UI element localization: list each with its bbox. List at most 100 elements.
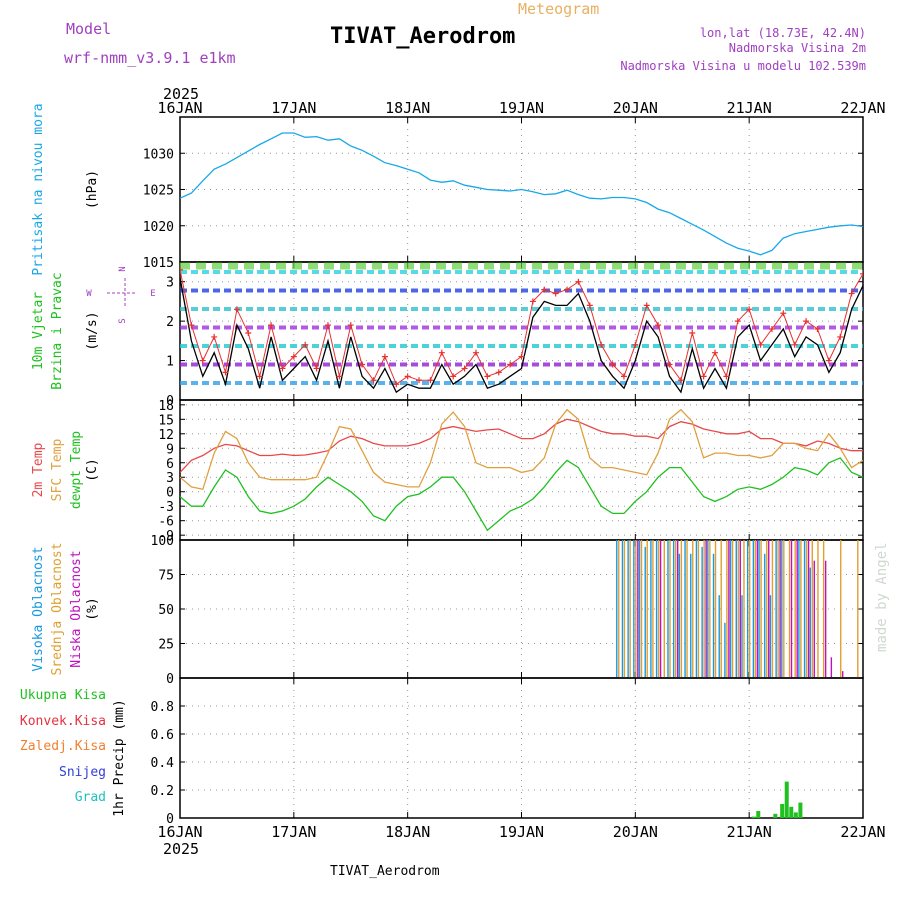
- panel-frame: [179, 677, 864, 819]
- precip-bar: [780, 804, 785, 818]
- wind-gust-marker: [438, 349, 445, 356]
- compass-cross-icon: [107, 278, 137, 308]
- wind-gust-marker: [393, 381, 400, 388]
- wind-gust-marker: [598, 341, 605, 348]
- page-title: TIVAT_Aerodrom: [330, 24, 515, 49]
- x-tick-label-top: 17JAN: [271, 99, 316, 117]
- wind-gust-marker: [666, 361, 673, 368]
- wind-gust-marker: [780, 310, 787, 317]
- wind-gust-marker: [233, 306, 240, 313]
- y-axis-label: (%): [85, 597, 100, 620]
- wind-gust-marker: [837, 333, 844, 340]
- y-tick-label: -6: [158, 515, 174, 530]
- compass-e: E: [150, 289, 155, 299]
- wind-gust-marker: [860, 270, 863, 277]
- y-axis-label: Srednja Oblacnost: [50, 542, 65, 675]
- wind-gust-marker: [803, 318, 810, 325]
- wind-gust-marker: [427, 377, 434, 384]
- panel-0-marks: [180, 132, 863, 256]
- y-axis-label: Pritisak na nivou mora: [31, 103, 46, 275]
- wind-gust-marker: [541, 286, 548, 293]
- y-axis-label: (hPa): [85, 170, 100, 209]
- wind-gust-marker: [495, 369, 502, 376]
- x-tick-label-top: 22JAN: [840, 99, 885, 117]
- y-tick-label: 1025: [143, 184, 174, 199]
- wind-gust-marker: [575, 278, 582, 285]
- wind-gust-marker: [416, 377, 423, 384]
- y-tick-label: 18: [158, 399, 174, 414]
- temp-dewpt-line: [180, 457, 863, 532]
- y-tick-label: 75: [158, 569, 174, 584]
- precip-bar: [798, 802, 803, 818]
- wind-gust-marker: [180, 266, 183, 273]
- subtitle: Meteogram: [518, 0, 599, 18]
- wind-gust-marker: [484, 373, 491, 380]
- wind-gust-marker: [518, 353, 525, 360]
- y-axis-label: SFC Temp: [50, 439, 65, 502]
- wind-gust-marker: [689, 329, 696, 336]
- wind-gust-marker: [746, 306, 753, 313]
- wind-gust-marker: [381, 353, 388, 360]
- wind-gust-marker: [677, 377, 684, 384]
- wind-gust-marker: [564, 286, 571, 293]
- y-tick-label: 0.8: [151, 700, 174, 715]
- y-tick-label: 0: [166, 812, 174, 827]
- precip-bar: [751, 816, 756, 818]
- x-tick-label-bottom: 17JAN: [271, 823, 316, 841]
- panel-1-marks: [180, 262, 863, 394]
- x-tick-label-bottom: 20JAN: [613, 823, 658, 841]
- y-axis-label: dewpt Temp: [69, 431, 84, 509]
- x-tick-label-bottom: 16JAN: [157, 823, 202, 841]
- wind-gust-marker: [290, 353, 297, 360]
- precip-bar: [784, 781, 789, 818]
- y-tick-label: 3: [166, 276, 174, 291]
- wind-gust-marker: [825, 357, 832, 364]
- wind-gust-marker: [507, 361, 514, 368]
- wind-gust-marker: [552, 290, 559, 297]
- wind-gust-marker: [529, 298, 536, 305]
- x-tick-label-top: 19JAN: [499, 99, 544, 117]
- elevation-label: Nadmorska Visina 2m: [729, 41, 866, 55]
- compass-n: N: [118, 266, 128, 271]
- y-tick-label: 0.6: [151, 728, 174, 743]
- wind-gust-marker: [757, 341, 764, 348]
- wind-gust-marker: [211, 333, 218, 340]
- y-tick-label: 25: [158, 638, 174, 653]
- y-tick-label: 50: [158, 603, 174, 618]
- wind-gust-marker: [712, 349, 719, 356]
- y-tick-label: 0: [166, 486, 174, 501]
- y-tick-label: 0: [166, 672, 174, 687]
- wind-gust-marker: [791, 341, 798, 348]
- legend-item: Snijeg: [59, 765, 106, 780]
- panel-4-marks: [751, 781, 803, 818]
- model-label: Model: [66, 20, 111, 38]
- precip-bar: [793, 812, 798, 818]
- wind-gust-marker: [632, 341, 639, 348]
- legend-item: Konvek.Kisa: [20, 714, 106, 729]
- wind-gust-marker: [370, 377, 377, 384]
- wind-gust-marker: [199, 357, 206, 364]
- compass-w: W: [86, 289, 92, 299]
- x-tick-label-bottom: 22JAN: [840, 823, 885, 841]
- y-tick-label: 0: [166, 394, 174, 409]
- wind-gust-marker: [302, 341, 309, 348]
- x-tick-label-bottom: 21JAN: [727, 823, 772, 841]
- precip-bar: [773, 813, 778, 818]
- wind-gust-marker: [768, 326, 775, 333]
- x-tick-label-top: 21JAN: [727, 99, 772, 117]
- wind-gust-marker: [723, 373, 730, 380]
- precip-bar: [789, 806, 794, 818]
- x-tick-label-top: 16JAN: [157, 99, 202, 117]
- wind-gust-marker: [472, 349, 479, 356]
- y-tick-label: 1: [166, 355, 174, 370]
- wind-gust-marker: [245, 329, 252, 336]
- y-tick-label: 12: [158, 428, 174, 443]
- panel-frame: [179, 399, 864, 541]
- model-elevation-label: Nadmorska Visina u modelu 102.539m: [620, 59, 866, 73]
- y-tick-label: 6: [166, 457, 174, 472]
- lonlat-label: lon,lat (18.73E, 42.4N): [700, 26, 866, 40]
- wind-gust-marker: [734, 318, 741, 325]
- precip-bar: [756, 811, 761, 818]
